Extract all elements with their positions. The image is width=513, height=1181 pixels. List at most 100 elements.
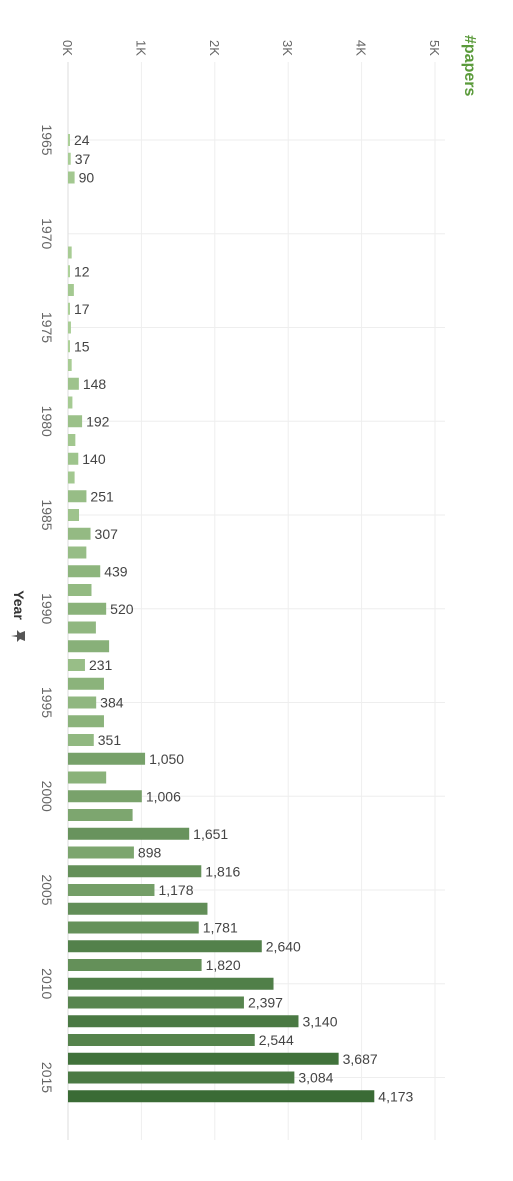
data-label: 1,816 [205, 863, 240, 879]
data-label: 351 [98, 732, 122, 748]
y-tick-label: 2000 [39, 781, 55, 812]
data-label: 3,140 [302, 1013, 337, 1029]
data-label: 898 [138, 845, 162, 861]
bar [68, 152, 71, 165]
bar [68, 752, 146, 765]
bar [68, 865, 202, 878]
data-label: 1,781 [203, 920, 238, 936]
label-layer: 24 37 90 12 17 15 148 192 140 251 307 439 520 231 384 3… [74, 132, 414, 1104]
bar [68, 677, 104, 690]
data-label: 307 [95, 526, 119, 542]
bar [68, 790, 142, 803]
y-axis-title: Year [11, 590, 27, 620]
bar [68, 1015, 299, 1028]
y-tick-label: 2005 [39, 874, 55, 905]
data-label: 2,397 [248, 995, 283, 1011]
data-label: 192 [86, 413, 110, 429]
data-label: 90 [79, 170, 95, 186]
bar [68, 340, 70, 353]
data-label: 1,050 [149, 751, 184, 767]
bar [68, 171, 75, 184]
data-label: 251 [90, 488, 114, 504]
x-tick-label: 4K [354, 40, 369, 56]
bar [68, 846, 134, 859]
bar [68, 302, 70, 315]
bar [68, 996, 244, 1009]
bar [68, 1034, 255, 1046]
x-tick-label: 2K [207, 40, 222, 56]
y-tick-label: 1980 [39, 406, 55, 437]
y-tick-label: 1970 [39, 218, 55, 249]
bar [68, 377, 79, 390]
bar [68, 546, 87, 559]
bar [68, 415, 83, 428]
bar [68, 1052, 339, 1065]
y-tick-label: 1965 [39, 124, 55, 155]
grid-layer [67, 62, 445, 1140]
bar [68, 509, 80, 521]
bar [68, 527, 91, 540]
bar [68, 321, 71, 334]
bar [68, 884, 155, 896]
data-label: 231 [89, 657, 113, 673]
data-label: 1,178 [158, 882, 193, 898]
y-tick-label: 1990 [39, 593, 55, 624]
bar [68, 696, 97, 709]
y-tick-label: 1995 [39, 687, 55, 718]
bar [68, 640, 110, 653]
bar [68, 471, 75, 484]
bar [68, 940, 262, 953]
bar [68, 396, 73, 409]
bar [68, 359, 72, 371]
pin-icon[interactable] [11, 630, 25, 642]
y-tick-label: 2015 [39, 1062, 55, 1093]
bar [68, 490, 87, 503]
y-tick-label: 1985 [39, 499, 55, 530]
x-axis-title: #papers [461, 35, 478, 96]
bar [68, 134, 70, 146]
data-label: 17 [74, 301, 90, 317]
x-tick-label: 3K [280, 40, 295, 56]
data-label: 12 [74, 263, 90, 279]
data-label: 4,173 [378, 1088, 413, 1104]
data-label: 384 [100, 695, 124, 711]
bar [68, 659, 85, 671]
x-tick-label: 5K [427, 40, 442, 56]
bar [68, 565, 101, 578]
data-label: 24 [74, 132, 90, 148]
bar [68, 1090, 375, 1103]
bar [68, 827, 190, 840]
data-label: 140 [82, 451, 106, 467]
data-label: 15 [74, 338, 90, 354]
bar [68, 902, 208, 915]
y-tick-label: 1975 [39, 312, 55, 343]
bar [68, 584, 92, 596]
bar [68, 246, 72, 259]
bar [68, 452, 79, 465]
bar [68, 921, 199, 934]
data-label: 3,687 [343, 1051, 378, 1067]
bar [68, 809, 133, 821]
data-label: 1,820 [206, 957, 241, 973]
data-label: 3,084 [298, 1070, 333, 1086]
y-tick-label: 2010 [39, 968, 55, 999]
data-label: 439 [104, 563, 128, 579]
data-label: 2,544 [259, 1032, 294, 1048]
bar [68, 602, 107, 615]
bar [68, 734, 94, 746]
bar [68, 434, 76, 446]
x-tick-label: 1K [133, 40, 148, 56]
bar [68, 959, 202, 971]
bar [68, 977, 274, 990]
data-label: 1,006 [146, 788, 181, 804]
bar-layer [68, 134, 375, 1103]
data-label: 1,651 [193, 826, 228, 842]
bar [68, 715, 104, 728]
data-label: 37 [75, 151, 91, 167]
bar [68, 771, 107, 784]
axis-layer: 0K 1K 2K 3K 4K 5K 1965 1970 1975 1980 1985 1990 1995… [11, 35, 478, 1093]
bar [68, 621, 96, 634]
bar [68, 265, 70, 278]
x-tick-label: 0K [60, 40, 75, 56]
